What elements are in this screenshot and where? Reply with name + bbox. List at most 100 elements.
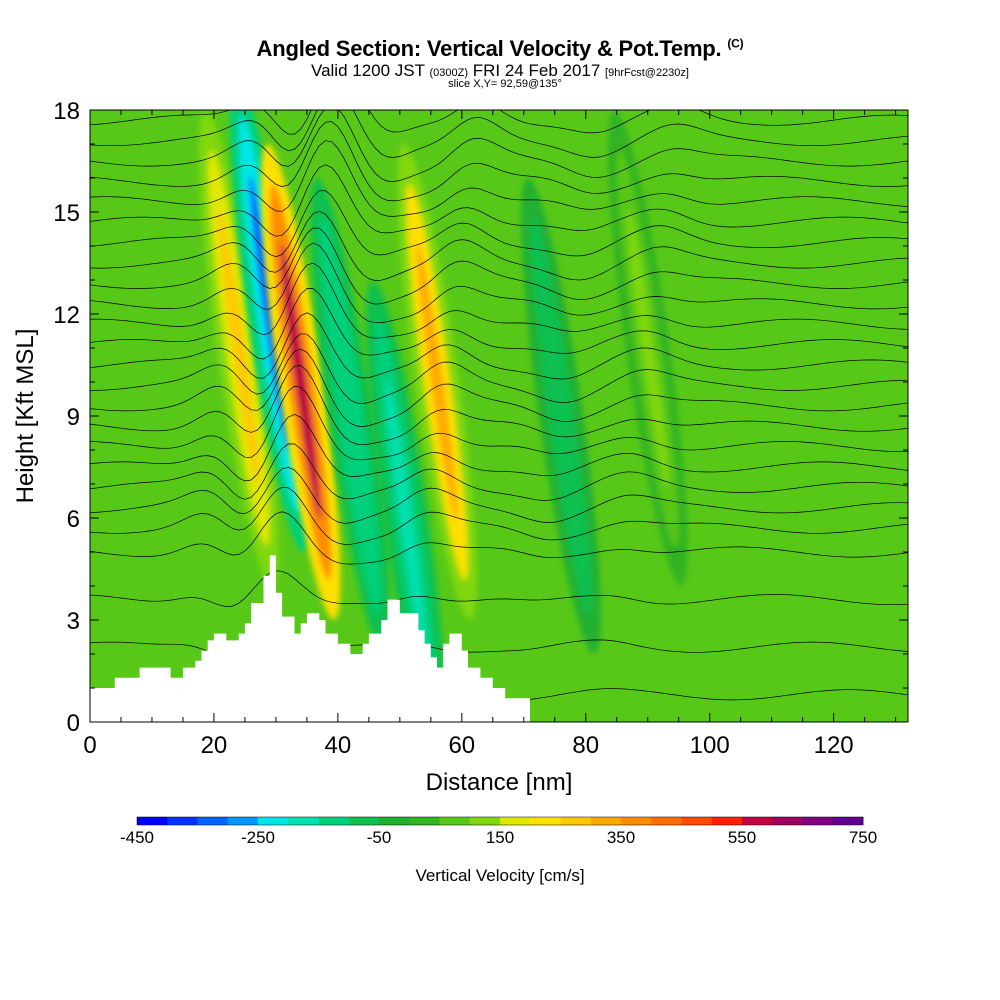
colorbar-bin [711,817,743,825]
colorbar-bin [560,817,592,825]
colorbar-bin [530,817,561,825]
theta-contour [90,570,908,607]
colorbar-bin [197,817,229,825]
feature-core [329,277,371,555]
colorbar-bin [681,817,713,825]
colorbar-bin [409,817,440,825]
colorbar-tick-label: -50 [367,828,392,847]
colorbar-bin [258,817,289,825]
x-axis-title: Distance [nm] [426,769,573,796]
theta-contour [90,443,908,501]
chart-title: Angled Section: Vertical Velocity & Pot.… [0,36,1000,62]
x-tick-label: 120 [814,732,854,759]
y-axis: 0 3 6 9 12 15 18 [53,98,908,737]
chart-subtitle: Valid 1200 JST (0300Z) FRI 24 Feb 2017 [… [0,61,1000,81]
theta-contour [90,110,908,182]
colorbar-bin [288,817,319,825]
chart-title-text: Angled Section: Vertical Velocity & Pot.… [256,36,722,61]
y-axis-title: Height [Kft MSL] [12,329,39,504]
colorbar-bin [379,817,410,825]
colorbar-bin [500,817,531,825]
y-tick-label: 3 [67,608,80,635]
theta-contour [90,486,908,545]
x-tick-label: 60 [448,732,475,759]
colorbar-bin [832,817,864,825]
theta-contour [90,511,908,565]
colorbar-bin [651,817,682,825]
feature-core [385,379,427,657]
x-tick-label: 40 [325,732,352,759]
y-tick-label: 12 [53,302,80,329]
y-tick-label: 15 [53,200,80,227]
colorbar-tick-label: 150 [486,828,514,847]
x-tick-label: 0 [83,732,96,759]
theta-contour [90,227,908,305]
colorbar-tick-label: -450 [120,828,154,847]
theta-contour [90,288,908,360]
velocity-feature-downdraft [366,280,446,722]
valid-date: FRI 24 Feb 2017 [472,61,601,80]
valid-zulu: (0300Z) [429,67,468,79]
colorbar-bin [772,817,803,825]
theta-contour [90,466,908,524]
colorbar-tick-label: -250 [241,828,275,847]
terrain [90,555,530,722]
colorbar-bin [137,817,168,825]
colorbar-bin [439,817,471,825]
feature-core [218,209,260,487]
colorbar-title: Vertical Velocity [cm/s] [415,866,584,885]
feature-core [540,277,582,555]
colorbar-tick-label: 550 [728,828,756,847]
theta-contour [90,121,908,202]
theta-contour [90,333,908,404]
y-tick-label: 18 [53,98,80,125]
forecast-info: [9hrFcst@2230z] [605,67,689,79]
y-tick-label: 6 [67,506,80,533]
colorbar-bin [742,817,773,825]
x-tick-label: 100 [690,732,730,759]
velocity-feature-updraft [198,110,279,586]
x-axis: 0 20 40 60 80 100 120 [83,110,897,759]
feature-core [280,243,322,521]
colorbar-bin [621,817,652,825]
theta-contour [90,110,908,158]
theta-contour [90,385,908,461]
theta-contour [90,348,908,427]
valid-time: Valid 1200 JST [311,61,425,80]
colorbar-bin [590,817,622,825]
velocity-feature-updraft [260,144,341,620]
theta-contour [90,110,908,135]
feature-core [416,243,458,521]
slice-info: slice X,Y= 92,59@135° [448,78,562,90]
colorbar-bin [318,817,350,825]
theta-contour [90,140,908,217]
theta-contours [90,110,908,702]
theta-contour [90,242,908,324]
colorbar-border [136,816,864,826]
colorbar-bin [227,817,259,825]
theta-contour [90,414,908,482]
theta-contour [90,210,908,281]
colorbar-bin [802,817,834,825]
velocity-feature-updraft [397,144,477,620]
theta-contour [90,365,908,446]
theta-contour [90,312,908,380]
colorbar-bin [469,817,501,825]
theta-contour [90,262,908,339]
theta-contour [90,164,908,237]
chart-title-unit: (C) [727,36,744,51]
colorbar-bin [348,817,380,825]
x-tick-label: 80 [572,732,599,759]
y-tick-label: 9 [67,404,80,431]
x-tick-label: 20 [201,732,228,759]
colorbar-bin [167,817,198,825]
colorbar: -450 -250 -50 150 350 550 750 [120,816,877,847]
colorbar-tick-label: 350 [607,828,635,847]
velocity-feature-downdraft [310,178,391,654]
theta-contour [90,190,908,258]
colorbar-tick-label: 750 [849,828,877,847]
velocity-field [198,110,688,722]
y-tick-label: 0 [67,710,80,737]
terrain-profile [90,555,530,722]
